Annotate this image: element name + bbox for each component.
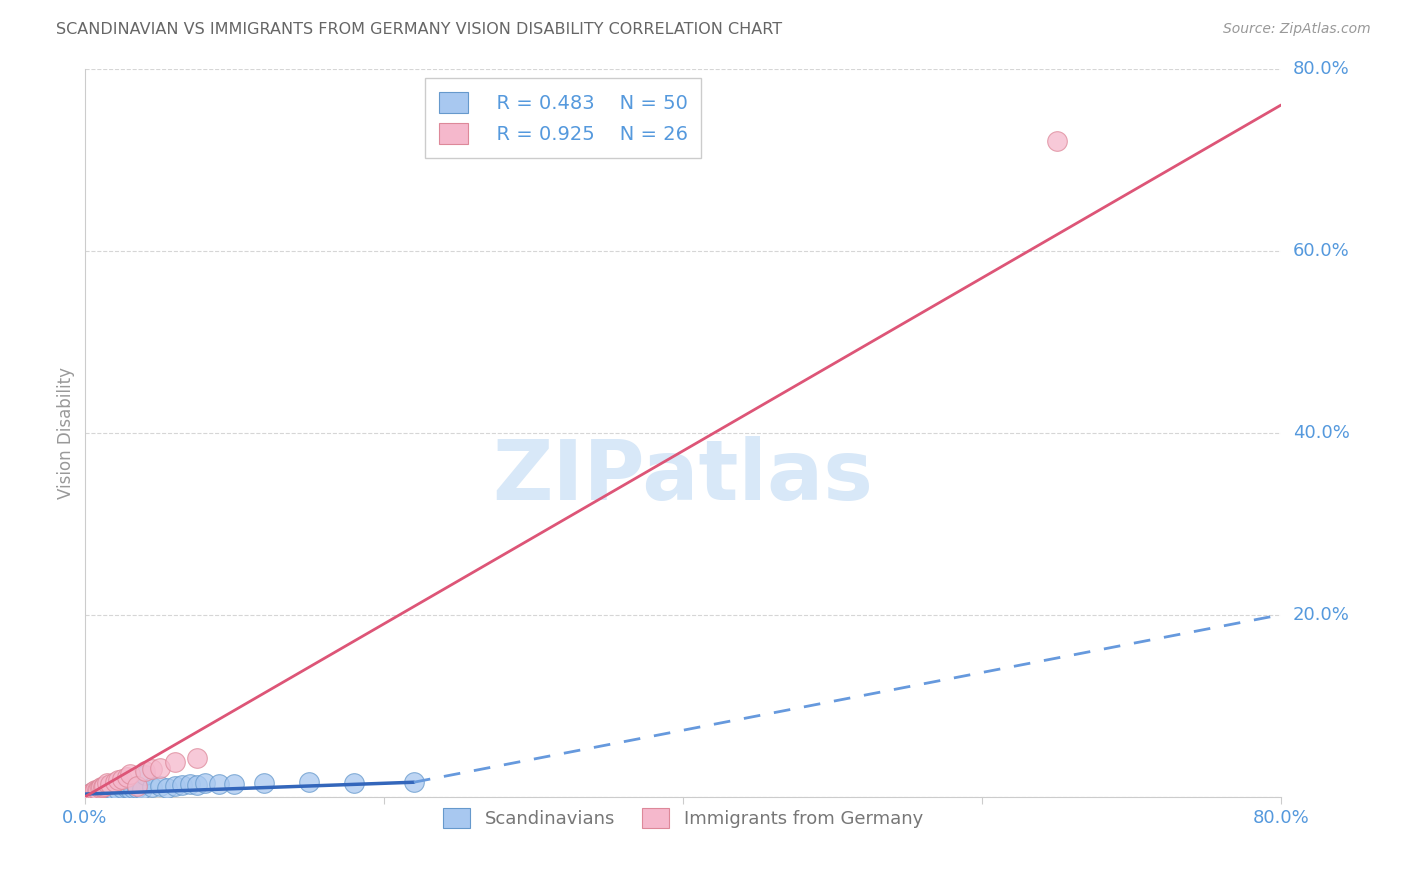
Point	[82, 786, 104, 800]
Text: SCANDINAVIAN VS IMMIGRANTS FROM GERMANY VISION DISABILITY CORRELATION CHART: SCANDINAVIAN VS IMMIGRANTS FROM GERMANY …	[56, 22, 782, 37]
Point	[87, 784, 110, 798]
Point	[172, 778, 194, 792]
Point	[343, 776, 366, 790]
Point	[96, 776, 118, 790]
Point	[96, 784, 118, 798]
Point	[97, 783, 120, 797]
Point	[163, 779, 186, 793]
Point	[101, 782, 124, 797]
Point	[111, 772, 134, 786]
Point	[80, 787, 103, 801]
Point	[127, 779, 149, 793]
Text: ZIPatlas: ZIPatlas	[492, 436, 873, 516]
Point	[98, 777, 121, 791]
Legend: Scandinavians, Immigrants from Germany: Scandinavians, Immigrants from Germany	[436, 801, 931, 835]
Point	[91, 785, 114, 799]
Point	[149, 779, 172, 793]
Text: Source: ZipAtlas.com: Source: ZipAtlas.com	[1223, 22, 1371, 37]
Point	[89, 780, 111, 795]
Point	[115, 770, 138, 784]
Point	[193, 776, 215, 790]
Point	[79, 787, 101, 801]
Point	[127, 780, 149, 795]
Point	[107, 782, 129, 797]
Point	[80, 786, 103, 800]
Point	[94, 783, 117, 797]
Point	[83, 784, 105, 798]
Point	[134, 768, 156, 782]
Point	[93, 779, 115, 793]
Point	[115, 780, 138, 795]
Point	[77, 788, 100, 802]
Point	[93, 784, 115, 798]
Point	[134, 764, 156, 779]
Point	[141, 780, 163, 794]
Y-axis label: Vision Disability: Vision Disability	[58, 367, 75, 499]
Point	[298, 775, 321, 789]
Point	[149, 761, 172, 775]
Point	[89, 786, 111, 800]
Point	[89, 784, 111, 798]
Point	[84, 787, 107, 801]
Point	[82, 785, 104, 799]
Point	[86, 786, 108, 800]
Point	[253, 776, 276, 790]
Point	[1046, 135, 1069, 149]
Point	[87, 782, 110, 797]
Point	[141, 763, 163, 777]
Point	[179, 777, 201, 791]
Point	[82, 787, 104, 801]
Point	[90, 785, 112, 799]
Text: 80.0%: 80.0%	[1294, 60, 1350, 78]
Point	[98, 783, 121, 797]
Point	[90, 783, 112, 797]
Point	[91, 783, 114, 797]
Point	[86, 782, 108, 797]
Point	[90, 780, 112, 794]
Point	[156, 780, 179, 795]
Point	[103, 782, 125, 797]
Text: 40.0%: 40.0%	[1294, 424, 1350, 442]
Point	[83, 785, 105, 799]
Point	[131, 781, 153, 796]
Point	[77, 788, 100, 802]
Point	[186, 750, 208, 764]
Point	[87, 785, 110, 799]
Point	[104, 775, 127, 789]
Point	[84, 783, 107, 797]
Point	[79, 787, 101, 801]
Point	[224, 777, 246, 791]
Point	[208, 777, 231, 791]
Text: 20.0%: 20.0%	[1294, 606, 1350, 624]
Point	[186, 778, 208, 792]
Point	[86, 785, 108, 799]
Point	[104, 784, 127, 798]
Point	[107, 773, 129, 788]
Point	[163, 755, 186, 769]
Point	[118, 767, 141, 781]
Text: 60.0%: 60.0%	[1294, 242, 1350, 260]
Point	[402, 775, 425, 789]
Point	[91, 780, 114, 794]
Point	[118, 781, 141, 796]
Point	[111, 780, 134, 795]
Point	[80, 787, 103, 801]
Point	[84, 785, 107, 799]
Point	[83, 786, 105, 800]
Point	[121, 780, 143, 795]
